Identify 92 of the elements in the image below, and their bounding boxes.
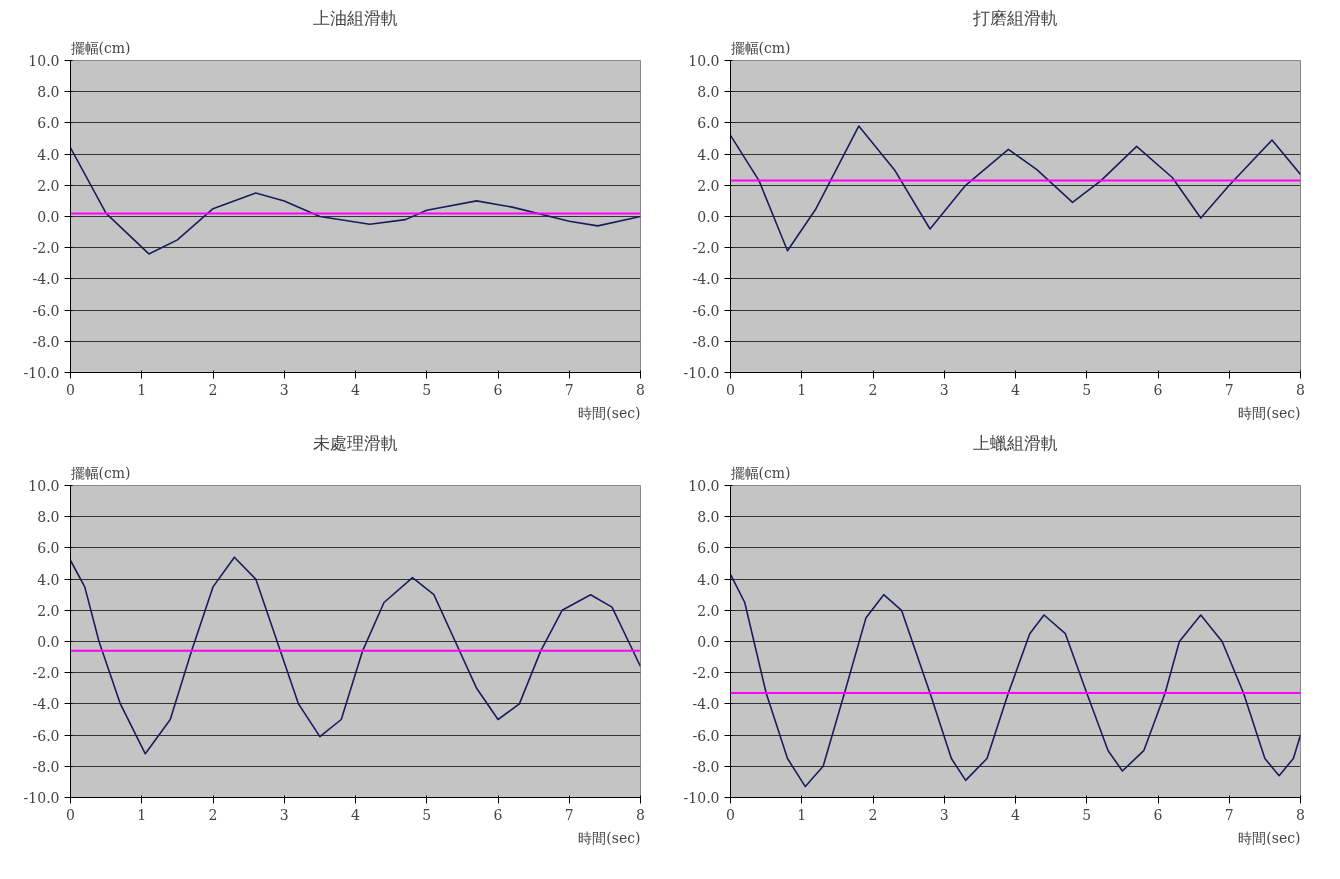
y-tick-label: -8.0 xyxy=(692,333,720,350)
x-tick-label: 1 xyxy=(797,381,807,398)
y-tick-label: -8.0 xyxy=(692,758,720,775)
x-tick-label: 0 xyxy=(726,806,735,823)
x-tick-label: 3 xyxy=(279,381,289,398)
y-axis-title: 擺幅(cm) xyxy=(70,464,131,481)
x-tick-label: 2 xyxy=(868,806,878,823)
y-tick-label: 10.0 xyxy=(688,53,720,69)
y-tick-label: 10.0 xyxy=(28,53,60,69)
y-tick-label: -6.0 xyxy=(692,302,720,319)
x-tick-label: 7 xyxy=(564,381,574,398)
y-tick-label: -10.0 xyxy=(23,790,60,806)
x-tick-label: 8 xyxy=(1296,381,1305,398)
y-tick-label: 6.0 xyxy=(37,115,60,132)
y-tick-label: 8.0 xyxy=(37,84,60,101)
y-axis-title: 擺幅(cm) xyxy=(70,39,131,56)
y-tick-label: 4.0 xyxy=(697,146,720,163)
x-tick-label: 1 xyxy=(137,381,147,398)
chart-title: 打磨組滑軌 xyxy=(972,7,1058,28)
y-tick-label: -8.0 xyxy=(32,758,60,775)
y-tick-label: 10.0 xyxy=(28,478,60,494)
y-tick-label: 0.0 xyxy=(697,209,720,225)
x-axis-title: 時間(sec) xyxy=(1238,404,1301,421)
y-tick-label: 2.0 xyxy=(37,602,60,619)
y-tick-label: 8.0 xyxy=(697,84,720,101)
x-tick-label: 8 xyxy=(636,381,645,398)
y-tick-label: 8.0 xyxy=(697,509,720,526)
y-tick-label: -6.0 xyxy=(32,302,60,319)
x-tick-label: 3 xyxy=(939,806,949,823)
x-tick-label: 6 xyxy=(493,806,503,823)
y-axis-title: 擺幅(cm) xyxy=(730,464,791,481)
x-tick-label: 0 xyxy=(66,381,75,398)
y-tick-label: 6.0 xyxy=(697,540,720,557)
chart-title: 未處理滑軌 xyxy=(313,432,398,453)
y-tick-label: 6.0 xyxy=(697,115,720,132)
x-tick-label: 4 xyxy=(351,806,361,823)
x-axis-title: 時間(sec) xyxy=(1238,829,1301,846)
chart-title: 上蠟組滑軌 xyxy=(973,432,1058,453)
x-tick-label: 5 xyxy=(422,806,432,823)
x-tick-label: 7 xyxy=(1224,806,1234,823)
y-axis-title: 擺幅(cm) xyxy=(730,39,791,56)
x-tick-label: 5 xyxy=(422,381,432,398)
x-tick-label: 0 xyxy=(66,806,75,823)
x-tick-label: 5 xyxy=(1082,806,1092,823)
x-tick-label: 6 xyxy=(1153,381,1163,398)
chart-title: 上油組滑軌 xyxy=(313,7,398,28)
x-tick-label: 6 xyxy=(1153,806,1163,823)
x-tick-label: 4 xyxy=(1011,806,1021,823)
x-tick-label: 2 xyxy=(208,381,218,398)
x-axis-title: 時間(sec) xyxy=(578,829,641,846)
y-tick-label: 0.0 xyxy=(697,634,720,650)
x-tick-label: 7 xyxy=(1224,381,1234,398)
y-tick-label: 2.0 xyxy=(697,602,720,619)
x-tick-label: 5 xyxy=(1082,381,1092,398)
x-tick-label: 6 xyxy=(493,381,503,398)
x-tick-label: 2 xyxy=(208,806,218,823)
y-tick-label: -4.0 xyxy=(692,696,720,713)
y-tick-label: 8.0 xyxy=(37,509,60,526)
y-tick-label: -10.0 xyxy=(683,790,720,806)
y-tick-label: -4.0 xyxy=(32,271,60,288)
x-tick-label: 0 xyxy=(726,381,735,398)
x-tick-label: 3 xyxy=(279,806,289,823)
y-tick-label: -2.0 xyxy=(32,240,60,257)
x-tick-label: 8 xyxy=(636,806,645,823)
y-tick-label: -10.0 xyxy=(683,365,720,381)
y-tick-label: 0.0 xyxy=(37,209,60,225)
y-tick-label: -2.0 xyxy=(692,240,720,257)
y-tick-label: 4.0 xyxy=(37,146,60,163)
y-tick-label: 4.0 xyxy=(697,571,720,588)
x-tick-label: 2 xyxy=(868,381,878,398)
y-tick-label: -4.0 xyxy=(32,696,60,713)
x-tick-label: 8 xyxy=(1296,806,1305,823)
y-tick-label: 0.0 xyxy=(37,634,60,650)
y-tick-label: -10.0 xyxy=(23,365,60,381)
y-tick-label: -6.0 xyxy=(692,727,720,744)
x-axis-title: 時間(sec) xyxy=(578,404,641,421)
y-tick-label: -8.0 xyxy=(32,333,60,350)
y-tick-label: 10.0 xyxy=(688,478,720,494)
y-tick-label: 2.0 xyxy=(37,177,60,194)
x-tick-label: 7 xyxy=(564,806,574,823)
y-tick-label: -2.0 xyxy=(692,665,720,682)
x-tick-label: 4 xyxy=(1011,381,1021,398)
y-tick-label: -2.0 xyxy=(32,665,60,682)
x-tick-label: 1 xyxy=(797,806,807,823)
x-tick-label: 3 xyxy=(939,381,949,398)
y-tick-label: 4.0 xyxy=(37,571,60,588)
y-tick-label: 6.0 xyxy=(37,540,60,557)
y-tick-label: -4.0 xyxy=(692,271,720,288)
x-tick-label: 4 xyxy=(351,381,361,398)
y-tick-label: -6.0 xyxy=(32,727,60,744)
x-tick-label: 1 xyxy=(137,806,147,823)
y-tick-label: 2.0 xyxy=(697,177,720,194)
